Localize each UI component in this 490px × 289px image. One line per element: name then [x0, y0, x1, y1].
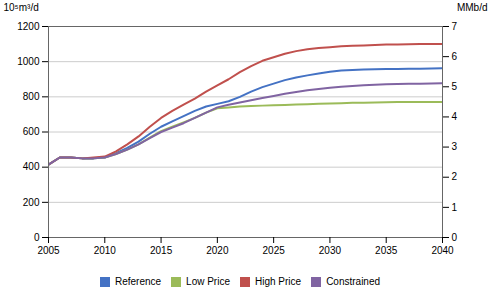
- svg-text:0: 0: [452, 232, 458, 243]
- svg-text:800: 800: [23, 91, 40, 102]
- svg-text:2010: 2010: [94, 245, 117, 256]
- svg-text:2: 2: [452, 171, 458, 182]
- svg-text:400: 400: [23, 161, 40, 172]
- svg-text:2030: 2030: [319, 245, 342, 256]
- svg-text:200: 200: [23, 197, 40, 208]
- svg-text:2040: 2040: [431, 245, 454, 256]
- svg-text:5: 5: [452, 81, 458, 92]
- html-text:High Price: High Price: [255, 276, 302, 287]
- html-text:Low Price: Low Price: [186, 276, 230, 287]
- svg-text:600: 600: [23, 126, 40, 137]
- svg-text:2005: 2005: [37, 245, 60, 256]
- svg-text:7: 7: [452, 21, 458, 32]
- svg-text:1000: 1000: [17, 56, 40, 67]
- svg-text:2020: 2020: [206, 245, 229, 256]
- svg-text:0: 0: [34, 232, 40, 243]
- svg-text:2025: 2025: [263, 245, 286, 256]
- svg-text:MMb/d: MMb/d: [457, 2, 488, 13]
- svg-text:6: 6: [452, 51, 458, 62]
- svg-text:10⁵m³/d: 10⁵m³/d: [4, 2, 39, 13]
- svg-text:4: 4: [452, 111, 458, 122]
- svg-text:2015: 2015: [150, 245, 173, 256]
- svg-text:1: 1: [452, 202, 458, 213]
- html-text:Reference: Reference: [114, 276, 162, 287]
- svg-text:2035: 2035: [375, 245, 398, 256]
- svg-text:3: 3: [452, 141, 458, 152]
- svg-text:1200: 1200: [17, 21, 40, 32]
- html-text:Constrained: Constrained: [326, 276, 380, 287]
